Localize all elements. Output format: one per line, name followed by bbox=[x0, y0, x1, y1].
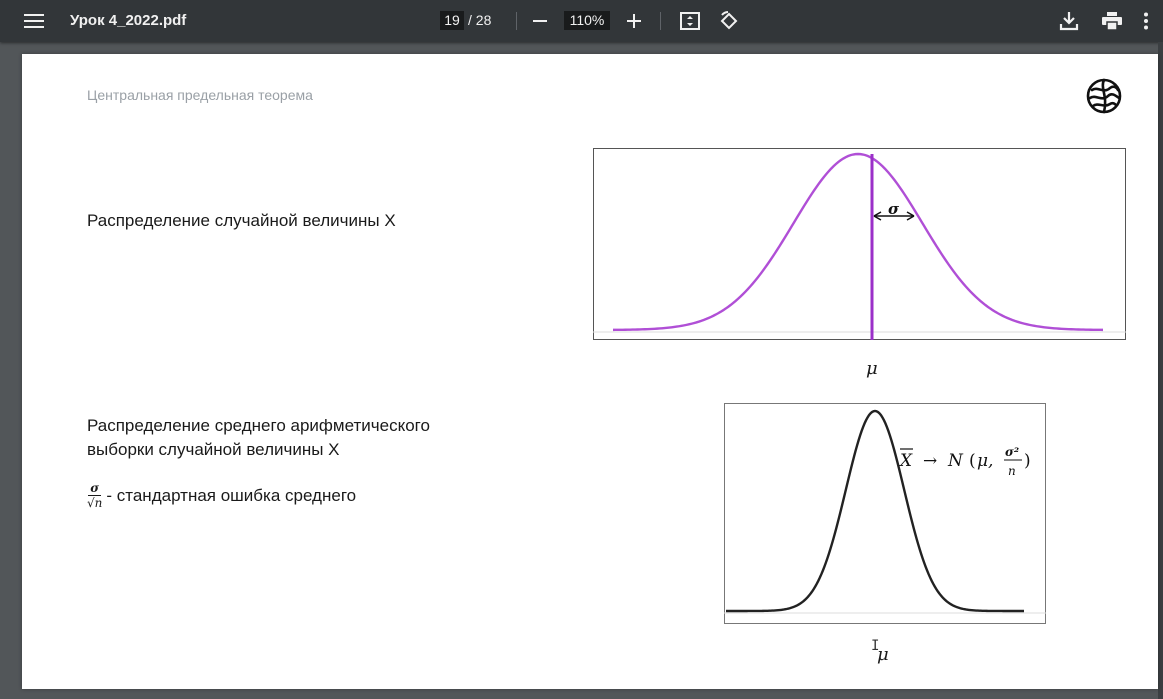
mu-label-1: μ bbox=[866, 358, 878, 379]
svg-text:μ,: μ, bbox=[977, 451, 993, 471]
toolbar-divider bbox=[660, 12, 661, 30]
brain-logo-icon bbox=[1084, 76, 1124, 116]
svg-text:σ²: σ² bbox=[1005, 445, 1019, 459]
svg-text:n: n bbox=[1008, 464, 1016, 478]
svg-text:(: ( bbox=[969, 451, 976, 471]
normal-distribution-chart: σ bbox=[593, 148, 1126, 340]
zoom-out-icon[interactable] bbox=[530, 11, 550, 31]
rotate-icon[interactable] bbox=[718, 10, 740, 32]
menu-icon[interactable] bbox=[18, 9, 50, 33]
random-variable-distribution-label: Распределение случайной величины X bbox=[87, 211, 396, 230]
slide-header: Центральная предельная теорема bbox=[87, 87, 313, 103]
more-options-icon[interactable] bbox=[1136, 9, 1156, 33]
sample-mean-distribution-label: Распределение среднего арифметического в… bbox=[87, 414, 430, 462]
standard-error-label: σ √n - стандартная ошибка среднего bbox=[87, 481, 357, 511]
download-icon[interactable] bbox=[1057, 9, 1081, 33]
mu-label-2: μ bbox=[877, 644, 889, 665]
clt-formula: X → N ( μ, σ² n ) bbox=[898, 445, 1031, 478]
svg-text:): ) bbox=[1024, 451, 1031, 471]
sigma-label: σ bbox=[888, 200, 900, 218]
svg-text:→: → bbox=[923, 451, 937, 471]
sigma-arrow bbox=[873, 211, 915, 221]
chart-frame bbox=[724, 403, 1046, 624]
se-numerator: σ bbox=[88, 481, 102, 496]
sample-mean-line2: выборки случайной величины X bbox=[87, 440, 340, 459]
document-title: Урок 4_2022.pdf bbox=[70, 12, 187, 29]
pdf-page: Центральная предельная теорема Распредел… bbox=[22, 54, 1158, 689]
zoom-level-input[interactable]: 110% bbox=[564, 11, 610, 30]
chart-frame bbox=[593, 148, 1126, 340]
zoom-in-icon[interactable] bbox=[624, 11, 644, 31]
scrollbar-track[interactable] bbox=[1158, 42, 1163, 699]
svg-text:X: X bbox=[898, 451, 913, 471]
fit-page-icon[interactable] bbox=[679, 10, 701, 32]
sample-mean-distribution-chart: X → N ( μ, σ² n ) bbox=[724, 403, 1046, 624]
se-denominator: √n bbox=[87, 496, 103, 510]
print-icon[interactable] bbox=[1100, 9, 1124, 33]
sigma-over-sqrt-n: σ √n bbox=[87, 481, 103, 511]
svg-text:N: N bbox=[947, 451, 964, 471]
page-number-input[interactable]: 19 bbox=[440, 11, 464, 30]
toolbar-divider bbox=[516, 12, 517, 30]
distribution-curve bbox=[612, 152, 1104, 332]
distribution-curve bbox=[726, 409, 1024, 613]
text-cursor-icon: I bbox=[871, 638, 880, 654]
pdf-toolbar: Урок 4_2022.pdf 19 / 28 110% bbox=[0, 0, 1163, 42]
sample-mean-line1: Распределение среднего арифметического bbox=[87, 416, 430, 435]
page-total: / 28 bbox=[468, 12, 492, 28]
se-text: - стандартная ошибка среднего bbox=[106, 486, 357, 505]
